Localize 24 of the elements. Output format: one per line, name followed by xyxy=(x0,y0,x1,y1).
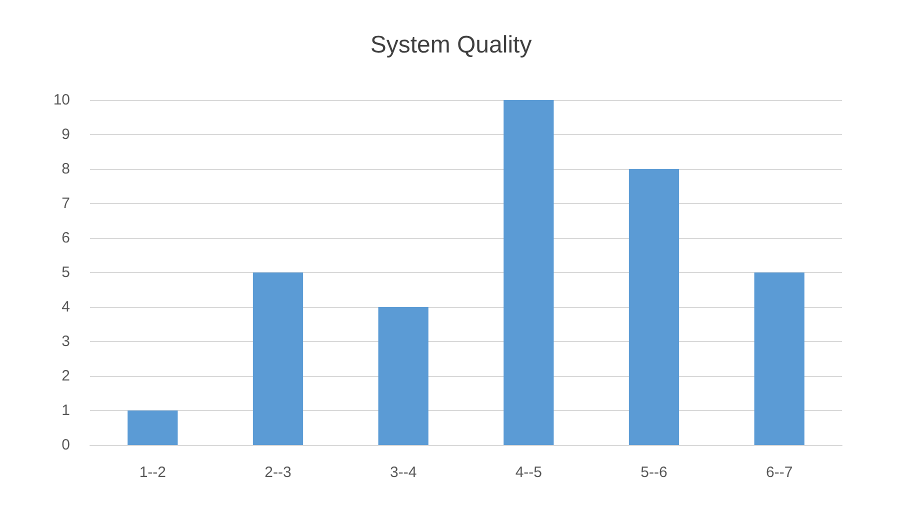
x-tick-label: 1--2 xyxy=(139,464,166,481)
y-tick-label: 10 xyxy=(53,92,70,108)
x-tick-label: 5--6 xyxy=(640,464,668,481)
bar xyxy=(378,307,428,445)
x-tick-label: 6--7 xyxy=(766,464,793,481)
y-tick-label: 2 xyxy=(62,368,70,384)
y-tick-label: 4 xyxy=(62,298,70,316)
bar xyxy=(628,169,680,445)
x-tick-label: 2--3 xyxy=(264,464,292,481)
y-tick-label: 1 xyxy=(62,402,70,419)
y-tick-label: 5 xyxy=(62,264,70,281)
y-tick-label: 0 xyxy=(62,436,70,454)
y-tick-label: 6 xyxy=(62,230,70,246)
bar xyxy=(128,410,178,445)
y-tick-label: 9 xyxy=(62,126,70,143)
bar xyxy=(504,100,554,445)
chart-title: System Quality xyxy=(370,32,532,58)
y-tick-label: 3 xyxy=(62,333,70,350)
bar xyxy=(252,272,304,445)
y-tick-label: 7 xyxy=(62,195,70,212)
x-tick-label: 4--5 xyxy=(515,464,542,481)
y-tick-label: 8 xyxy=(62,160,70,178)
bar xyxy=(754,272,804,445)
x-tick-label: 3--4 xyxy=(390,464,417,481)
